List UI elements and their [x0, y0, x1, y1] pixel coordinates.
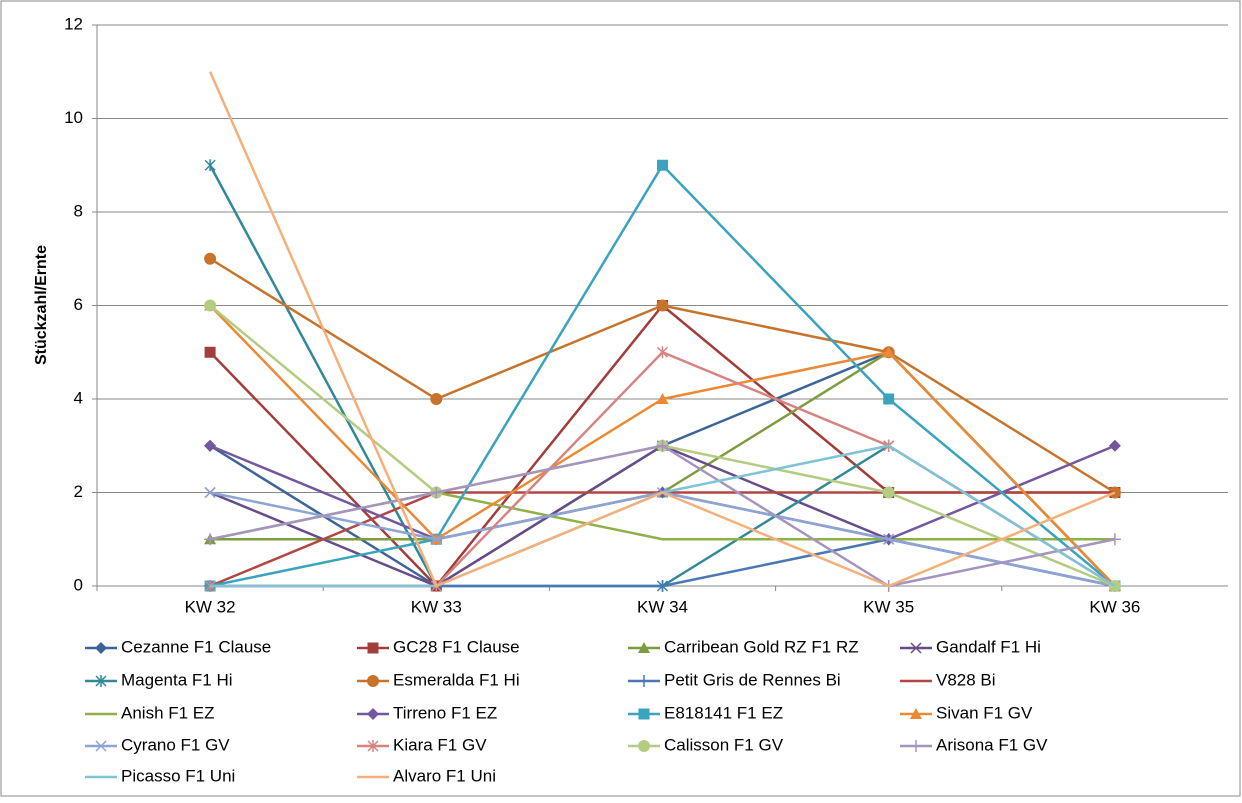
marker — [883, 533, 895, 545]
y-tick-label: 0 — [74, 575, 83, 594]
marker — [430, 533, 442, 545]
marker — [1108, 533, 1121, 546]
x-tick-label: KW 33 — [411, 597, 462, 616]
marker — [204, 299, 217, 312]
marker — [367, 642, 379, 654]
legend-label: Cezanne F1 Clause — [121, 637, 271, 656]
legend-label: Carribean Gold RZ F1 RZ — [664, 637, 859, 656]
marker — [430, 393, 443, 405]
y-axis-label: Stückzahl/Ernte — [33, 245, 50, 365]
legend-label: Kiara F1 GV — [393, 735, 487, 754]
marker — [367, 708, 379, 720]
y-tick-label: 6 — [74, 295, 83, 314]
y-tick-label: 10 — [64, 108, 83, 127]
marker — [95, 642, 107, 654]
legend-label: Arisona F1 GV — [936, 735, 1048, 754]
marker — [638, 642, 650, 653]
marker — [204, 486, 216, 499]
marker — [882, 346, 895, 358]
marker — [638, 675, 650, 687]
marker — [204, 346, 216, 358]
marker — [204, 252, 217, 265]
legend-label: Alvaro F1 Uni — [393, 766, 496, 785]
marker — [367, 740, 379, 752]
marker — [430, 486, 443, 499]
y-tick-label: 2 — [74, 482, 83, 501]
legend-label: Petit Gris de Rennes Bi — [664, 670, 841, 689]
marker — [910, 708, 922, 719]
legend-label: Tirreno F1 EZ — [393, 703, 497, 722]
y-tick-label: 12 — [64, 14, 83, 33]
marker — [638, 740, 650, 752]
marker — [1108, 439, 1121, 452]
legend-label: GC28 F1 Clause — [393, 637, 520, 656]
legend-label: V828 Bi — [936, 670, 996, 689]
marker — [95, 740, 107, 752]
marker — [910, 642, 922, 654]
legend-label: Picasso F1 Uni — [121, 766, 235, 785]
marker — [883, 393, 895, 405]
y-tick-label: 8 — [74, 201, 83, 220]
legend-label: E818141 F1 EZ — [664, 703, 783, 722]
marker — [882, 486, 895, 499]
marker — [95, 675, 107, 687]
marker — [656, 393, 669, 404]
marker — [638, 708, 650, 720]
x-tick-label: KW 34 — [637, 597, 688, 616]
marker — [656, 580, 669, 592]
marker — [367, 675, 379, 687]
legend-label: Gandalf F1 Hi — [936, 637, 1041, 656]
series-line — [208, 71, 1116, 588]
legend-label: Magenta F1 Hi — [121, 670, 233, 689]
marker — [656, 346, 669, 359]
marker — [656, 439, 669, 452]
x-tick-label: KW 36 — [1089, 597, 1140, 616]
marker — [204, 533, 217, 546]
x-tick-label: KW 32 — [185, 597, 236, 616]
legend-label: Cyrano F1 GV — [121, 735, 230, 754]
marker — [910, 740, 922, 752]
legend-label: Anish F1 EZ — [121, 703, 215, 722]
legend-label: Esmeralda F1 Hi — [393, 670, 520, 689]
legend-label: Sivan F1 GV — [936, 703, 1033, 722]
marker — [204, 439, 217, 452]
y-tick-label: 4 — [74, 388, 83, 407]
legend-label: Calisson F1 GV — [664, 735, 784, 754]
x-tick-label: KW 35 — [863, 597, 914, 616]
marker — [657, 159, 668, 171]
marker — [204, 159, 216, 172]
marker — [656, 299, 669, 312]
